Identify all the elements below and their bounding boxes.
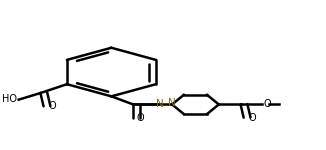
Text: N: N (168, 98, 176, 108)
Text: O: O (137, 113, 144, 123)
Text: O: O (48, 101, 56, 111)
Text: HO: HO (2, 94, 17, 104)
Text: O: O (264, 99, 272, 109)
Text: N: N (156, 99, 164, 109)
Text: O: O (248, 113, 256, 123)
